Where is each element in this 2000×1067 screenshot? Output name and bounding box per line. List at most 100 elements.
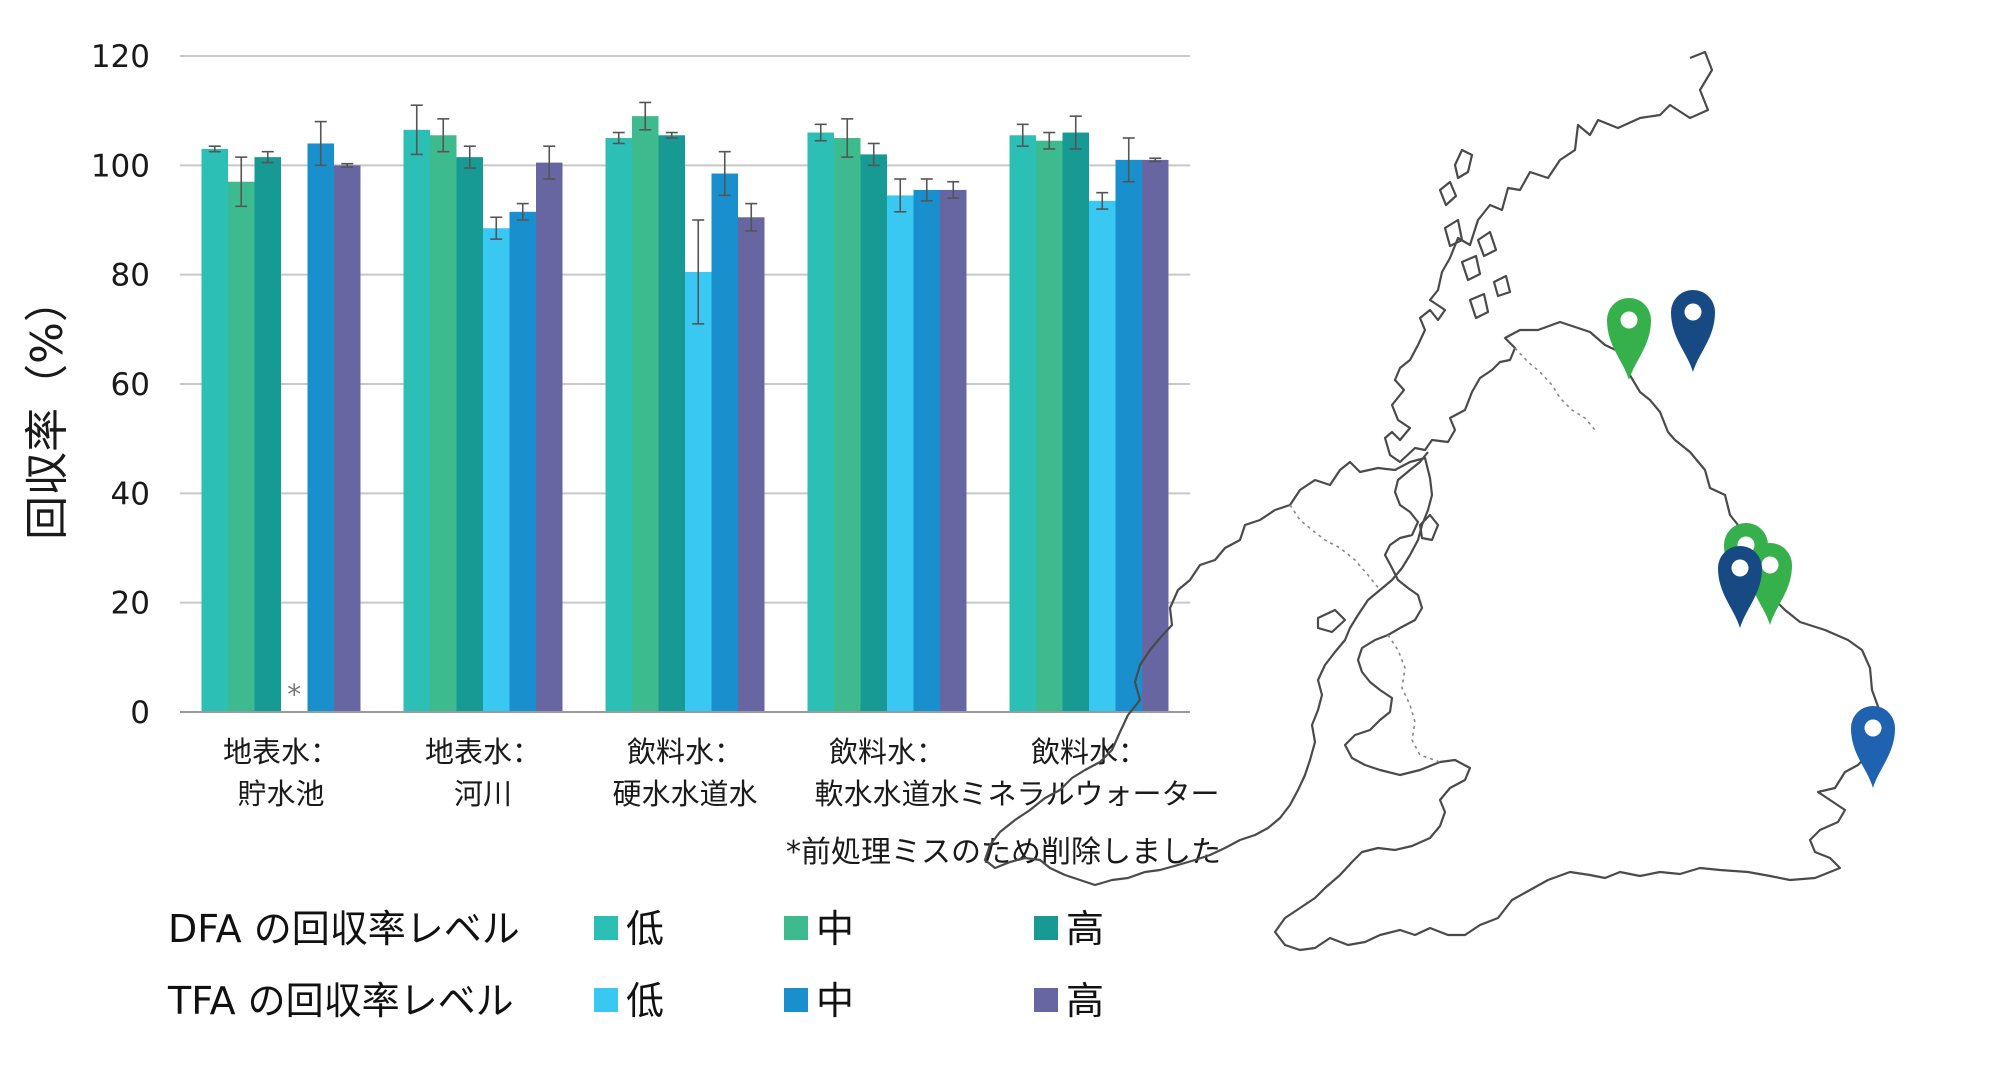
- y-tick-label: 40: [111, 476, 150, 512]
- great-britain-outline: [1273, 50, 1882, 952]
- error-bar: [867, 142, 880, 167]
- error-bar: [745, 202, 758, 232]
- legend-item-label: 高: [1066, 907, 1104, 951]
- legend-item-label: 低: [626, 907, 664, 951]
- error-bar: [208, 145, 221, 153]
- error-bar: [235, 156, 248, 208]
- error-bar: [261, 150, 274, 164]
- category-labels: 地表水： 貯水池 地表水： 河川 飲料水： 硬水水道水 飲料水： 軟水水道水 飲料水： ミネラルウ…: [223, 735, 1220, 811]
- bar: [1009, 135, 1036, 712]
- error-bar: [1069, 115, 1082, 150]
- category-label: ミネラルウォーター: [958, 777, 1219, 811]
- legend-item-label: 低: [626, 979, 664, 1023]
- bar: [807, 132, 834, 713]
- error-bar: [947, 180, 960, 199]
- bar: [738, 217, 765, 712]
- map-pin-icon: [1851, 706, 1895, 788]
- bar: [1089, 200, 1116, 712]
- y-tick-label: 20: [111, 586, 150, 622]
- error-bar: [1096, 191, 1109, 210]
- bar: [632, 116, 659, 713]
- bar: [711, 173, 738, 713]
- legend-swatch: [784, 988, 808, 1012]
- error-bars: [208, 101, 1162, 325]
- legend-item-label: 中: [816, 979, 854, 1023]
- bar: [483, 228, 510, 712]
- bar: [658, 135, 685, 712]
- y-tick-labels: 0 20 40 60 80 100 120: [91, 39, 150, 731]
- bar: [201, 148, 228, 712]
- northern-ireland-border: [1289, 504, 1381, 591]
- error-bar: [437, 118, 450, 153]
- bar: [403, 129, 430, 713]
- y-tick-label: 60: [111, 367, 150, 403]
- bar: [307, 143, 334, 712]
- legend-label-tfa: TFA の回収率レベル: [167, 979, 514, 1023]
- bar: [605, 138, 632, 712]
- legend-item-label: 中: [816, 907, 854, 951]
- bar: [1142, 159, 1169, 712]
- error-bar: [1016, 123, 1029, 147]
- category-label: 飲料水：: [627, 735, 743, 769]
- legend-label-dfa: DFA の回収率レベル: [168, 907, 520, 951]
- error-bar: [516, 202, 529, 221]
- error-bar: [814, 123, 827, 142]
- y-axis-label: 回収率（%）: [22, 278, 73, 540]
- bar: [1115, 159, 1142, 712]
- map-pin-icon: [1607, 298, 1651, 380]
- error-bar: [314, 120, 327, 167]
- bar: [913, 189, 940, 712]
- bar: [228, 181, 255, 712]
- legend-item-label: 高: [1066, 979, 1104, 1023]
- wales-england-border: [1387, 634, 1441, 763]
- map-pins: [1607, 290, 1895, 788]
- map-pin-icon: [1671, 290, 1715, 372]
- scotland-england-border: [1514, 347, 1596, 431]
- ireland-outline: [983, 456, 1434, 887]
- bar: [1062, 132, 1089, 713]
- bar: [860, 154, 887, 712]
- missing-data-marker: *: [287, 678, 301, 711]
- legend: DFA の回収率レベル TFA の回収率レベル 低中高低中高: [167, 907, 1104, 1023]
- y-tick-label: 80: [111, 258, 150, 294]
- map-pin-icon: [1718, 546, 1762, 628]
- bar: [430, 135, 457, 712]
- error-bar: [692, 219, 705, 325]
- bar-chart: 0 20 40 60 80 100 120 回収率（%） * 地表水： 貯水池 地表水： 河川 飲料…: [22, 39, 1221, 870]
- error-bar: [665, 131, 678, 139]
- category-label: 飲料水：: [1031, 735, 1147, 769]
- legend-swatch: [1034, 988, 1058, 1012]
- error-bar: [841, 118, 854, 158]
- bar: [254, 157, 281, 713]
- bar: [334, 165, 361, 713]
- error-bar: [490, 216, 503, 240]
- legend-swatch: [1034, 916, 1058, 940]
- category-label: 飲料水：: [829, 735, 945, 769]
- category-label: 硬水水道水: [612, 777, 757, 811]
- category-label: 地表水：: [223, 735, 339, 769]
- bar: [834, 138, 861, 712]
- y-tick-label: 120: [91, 39, 150, 75]
- hebrides-outline: [1438, 148, 1512, 320]
- bar: [1036, 140, 1063, 712]
- bars: [201, 116, 1169, 713]
- y-tick-label: 100: [91, 148, 150, 184]
- bar: [536, 162, 563, 713]
- error-bar: [639, 101, 652, 131]
- bar: [456, 157, 483, 713]
- error-bar: [543, 145, 556, 180]
- error-bar: [410, 104, 423, 156]
- y-tick-label: 0: [130, 695, 150, 731]
- error-bar: [1149, 157, 1162, 163]
- legend-swatch: [594, 916, 618, 940]
- legend-swatch: [784, 916, 808, 940]
- category-label: 河川: [454, 777, 512, 811]
- isle-of-man-outline: [1418, 513, 1440, 542]
- bar: [940, 189, 967, 712]
- error-bar: [718, 150, 731, 197]
- uk-ireland-map: [983, 50, 1895, 952]
- error-bar: [920, 178, 933, 202]
- error-bar: [894, 178, 907, 213]
- category-label: 地表水：: [425, 735, 541, 769]
- bar: [887, 195, 914, 712]
